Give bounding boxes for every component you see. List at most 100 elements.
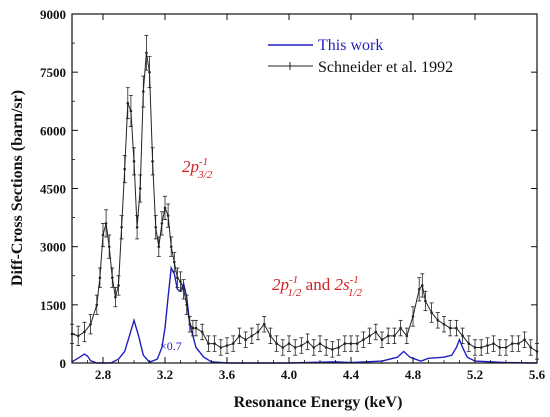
data-point	[114, 295, 117, 299]
x-tick-label: 4.8	[405, 367, 422, 382]
series-layer	[70, 34, 539, 364]
data-point	[250, 334, 254, 338]
annotation-2p1-2-and-2s1-2: 2p-1 1/2 and 2s-1 1/2	[272, 274, 363, 299]
series-schneider	[70, 34, 539, 360]
y-axis-title: Diff-Cross Sections (barn/sr)	[9, 90, 26, 286]
data-point	[182, 288, 185, 291]
data-point	[132, 160, 136, 163]
annotation-2p3-2: 2p-1 3/2	[182, 156, 213, 181]
data-point	[312, 346, 316, 349]
data-point	[129, 109, 133, 113]
data-point	[473, 346, 477, 349]
data-point	[486, 344, 489, 347]
legend-label-this-work: This work	[318, 37, 383, 54]
data-point	[300, 344, 303, 347]
data-point	[154, 225, 157, 229]
data-point	[293, 346, 297, 349]
data-point	[368, 334, 371, 338]
data-point	[331, 348, 334, 351]
data-point	[98, 276, 102, 279]
data-point	[231, 342, 235, 345]
data-point	[374, 330, 378, 334]
data-point	[343, 342, 347, 345]
data-point	[111, 276, 114, 279]
data-point	[523, 338, 526, 342]
data-point	[405, 334, 409, 338]
y-tick-label: 7500	[40, 65, 66, 80]
x-tick-label: 2.8	[95, 367, 112, 382]
data-point	[145, 51, 148, 55]
x-tick-label: 4.4	[343, 367, 360, 382]
data-point	[324, 346, 328, 349]
data-point	[169, 245, 173, 248]
data-point	[411, 315, 415, 318]
data-point	[510, 342, 514, 345]
series-this-work	[71, 265, 538, 364]
data-point	[76, 334, 80, 338]
data-point	[256, 330, 260, 334]
data-point	[380, 338, 384, 342]
data-point	[479, 346, 483, 349]
data-point	[386, 334, 390, 338]
data-point	[166, 214, 170, 217]
data-point	[467, 342, 471, 345]
data-point	[244, 338, 247, 342]
data-point	[461, 334, 464, 338]
data-point	[281, 346, 285, 349]
data-point	[117, 284, 120, 287]
data-point	[349, 342, 353, 345]
data-point	[176, 276, 179, 279]
data-point	[436, 319, 440, 322]
data-point	[213, 342, 216, 345]
data-point	[424, 299, 427, 303]
data-point	[89, 322, 92, 326]
y-tick-label: 3000	[40, 240, 66, 255]
x-tick-label: 5.2	[467, 367, 483, 382]
data-point	[238, 334, 241, 338]
data-point	[442, 322, 446, 326]
data-point	[95, 303, 99, 307]
data-point	[421, 284, 424, 287]
y-tick-label: 0	[60, 356, 67, 371]
x-tick-label: 3.2	[157, 367, 173, 382]
data-point	[355, 342, 359, 345]
data-point	[104, 222, 108, 225]
data-point	[269, 334, 272, 338]
data-point	[160, 222, 164, 225]
data-point	[275, 342, 278, 345]
legend: This work Schneider et al. 1992	[268, 37, 453, 76]
x-tick-label: 4.0	[281, 367, 297, 382]
annotation-scale-factor: ×0.7	[160, 339, 182, 353]
data-point	[163, 206, 167, 210]
data-point	[448, 326, 452, 330]
data-point	[120, 225, 123, 229]
data-point	[417, 288, 421, 291]
y-tick-label: 9000	[40, 7, 66, 22]
data-point	[151, 160, 154, 163]
data-point	[393, 334, 396, 338]
data-point	[194, 326, 198, 330]
x-axis-title: Resonance Energy (keV)	[234, 394, 403, 411]
data-point	[191, 326, 195, 330]
x-tick-label: 3.6	[219, 367, 236, 382]
data-point	[135, 225, 139, 229]
data-point	[157, 245, 161, 248]
data-point	[148, 70, 151, 74]
data-point	[306, 340, 309, 343]
data-point	[517, 342, 520, 345]
x-tick-label: 5.6	[529, 367, 546, 382]
data-point	[185, 303, 188, 307]
data-point	[188, 322, 192, 326]
data-point	[173, 260, 176, 264]
data-point	[318, 342, 322, 345]
data-point	[529, 346, 533, 349]
y-tick-label: 4500	[40, 182, 66, 197]
data-point	[498, 346, 502, 349]
y-tick-label: 1500	[40, 298, 66, 313]
axes-layer: 2.8 3.2 3.6 4.0 4.4 4.8 5.2 5.6 0 1500 3000 4500 600…	[40, 7, 546, 382]
data-point	[107, 245, 111, 248]
data-point	[504, 346, 508, 349]
data-point	[138, 187, 142, 190]
data-point	[225, 344, 229, 347]
